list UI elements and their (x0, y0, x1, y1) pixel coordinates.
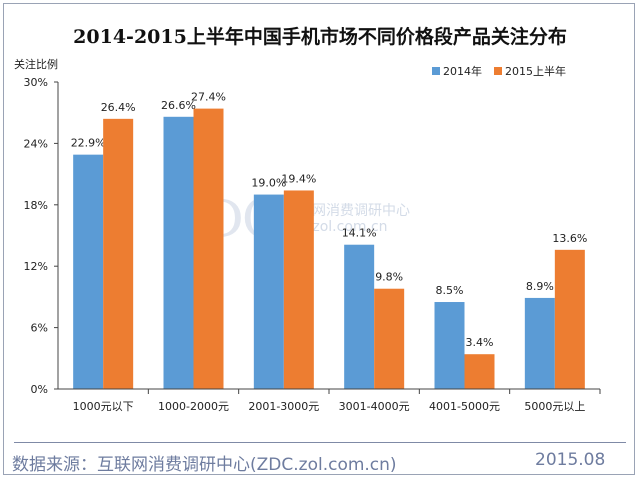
data-label: 13.6% (552, 232, 587, 245)
y-tick-label: 12% (24, 260, 48, 273)
y-tick-label: 30% (24, 76, 48, 89)
data-label: 22.9% (71, 137, 106, 150)
bar-2014 (344, 244, 375, 389)
x-tick-label: 5000元以上 (524, 400, 585, 413)
data-label: 9.8% (375, 271, 403, 284)
bar-2014 (253, 194, 284, 389)
footer-date: 2015.08 (535, 450, 606, 470)
bar-2014 (163, 116, 194, 389)
bar-2014 (524, 297, 555, 389)
legend: 2014年 2015上半年 (432, 63, 578, 79)
bar-chart: 0% 6% 12% 18% 24% 30% 22.9% 26.4% 1000元以下 26.6%27… (24, 76, 601, 413)
data-label: 3.4% (466, 336, 494, 349)
bar-2015h1 (554, 249, 585, 389)
y-tick-label: 0% (31, 383, 48, 396)
watermark-name: 互联网消费调研中心 (284, 203, 410, 219)
legend-label-2014: 2014年 (443, 65, 482, 78)
x-tick-label: 1000-2000元 (158, 400, 229, 413)
legend-swatch-2015h1 (494, 67, 502, 75)
footer-source: 数据来源：互联网消费调研中心(ZDC.zol.com.cn) (12, 455, 397, 475)
y-tick-label: 6% (31, 322, 48, 335)
chart-title: 2014-2015上半年中国手机市场不同价格段产品关注分布 (73, 26, 567, 48)
data-label: 19.4% (281, 172, 316, 185)
bar-2015h1 (193, 108, 224, 390)
footer-divider (14, 442, 626, 443)
bar-2014 (73, 154, 104, 389)
data-label: 19.0% (251, 177, 286, 190)
legend-label-2015h1: 2015上半年 (505, 65, 566, 78)
data-label: 26.4% (101, 101, 136, 114)
bar-2015h1 (464, 354, 495, 389)
data-label: 8.5% (436, 284, 464, 297)
x-tick-label: 1000元以下 (73, 400, 134, 413)
bar-2015h1 (283, 190, 314, 389)
y-tick-label: 18% (24, 199, 48, 212)
chart-frame (3, 3, 635, 475)
data-label: 8.9% (526, 280, 554, 293)
legend-item-2015h1: 2015上半年 (494, 63, 566, 79)
legend-swatch-2014 (432, 67, 440, 75)
bar-2015h1 (103, 118, 134, 389)
x-tick-label: 4001-5000元 (429, 400, 500, 413)
legend-item-2014: 2014年 (432, 63, 482, 79)
y-axis-label: 关注比例 (14, 58, 58, 71)
data-label: 27.4% (191, 91, 226, 104)
data-label: 14.1% (342, 227, 377, 240)
x-tick-label: 3001-4000元 (339, 400, 410, 413)
data-label: 26.6% (161, 99, 196, 112)
x-tick-label: 2001-3000元 (248, 400, 319, 413)
bar-2015h1 (374, 288, 405, 389)
y-tick-label: 24% (24, 137, 48, 150)
bar-2014 (434, 302, 465, 389)
